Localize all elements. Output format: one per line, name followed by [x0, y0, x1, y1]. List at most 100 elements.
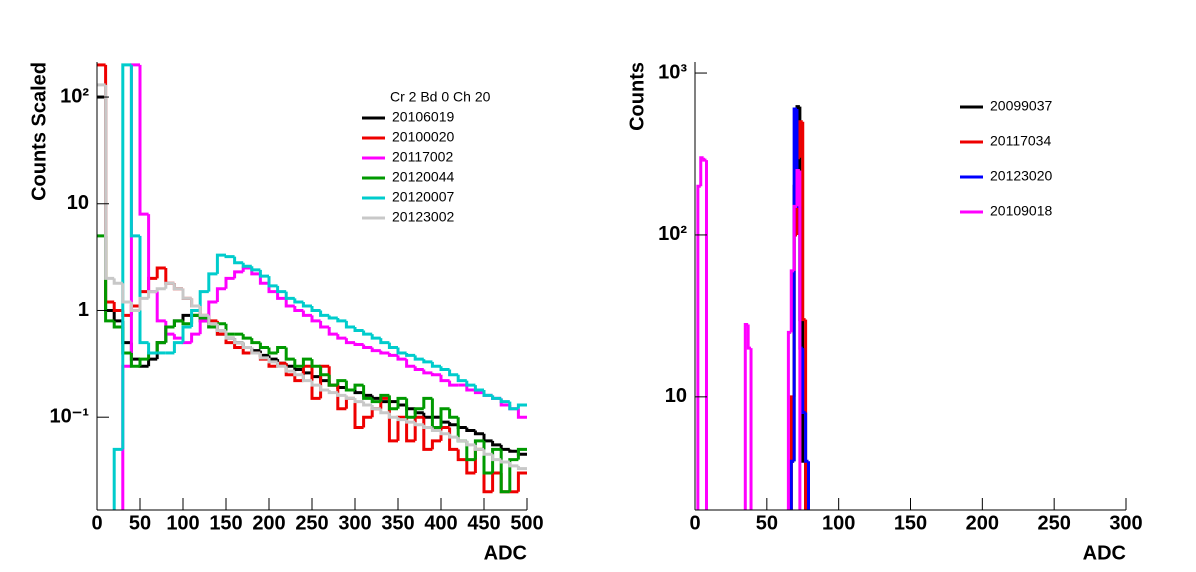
histogram-bin [319, 366, 330, 377]
histogram-bin [516, 408, 527, 419]
histogram-bin [353, 383, 364, 390]
histogram-bin [696, 184, 701, 510]
histogram-bin [516, 447, 527, 460]
histogram-bin [319, 310, 330, 317]
histogram-bin [138, 235, 149, 345]
histogram-bin [482, 449, 493, 456]
y-tick-label: 10² [60, 85, 89, 107]
histogram-bin [482, 433, 493, 443]
histogram-bin [215, 253, 226, 274]
histogram-bin [241, 347, 252, 355]
histogram-bin [473, 430, 484, 436]
histogram-bin [508, 401, 519, 411]
histogram-bin [310, 366, 321, 400]
x-tick-label: 0 [689, 512, 700, 534]
histogram-bin [379, 338, 390, 345]
histogram-bin [465, 427, 476, 433]
histogram-bin [516, 465, 527, 471]
histogram-bin [293, 298, 304, 304]
histogram-bin [430, 361, 441, 368]
histogram-bin [181, 325, 192, 343]
x-tick-label: 250 [1037, 512, 1070, 534]
histogram-bin [795, 169, 800, 207]
histogram-bin [215, 323, 226, 332]
histogram-bin [241, 262, 252, 268]
histogram-bin [743, 322, 749, 510]
legend-label: 20099037 [990, 98, 1053, 114]
histogram-bin [405, 398, 416, 419]
histogram-bin [439, 407, 450, 428]
histogram-bin [379, 408, 390, 415]
histogram-bin [319, 385, 330, 392]
histogram-bin [155, 341, 166, 353]
histogram-bin [112, 302, 123, 312]
histogram-bin [448, 369, 459, 377]
histogram-bin [258, 269, 269, 278]
histogram-bin [267, 276, 278, 288]
histogram-bin [801, 121, 806, 322]
histogram-bin [301, 310, 312, 317]
histogram-bin [138, 64, 149, 216]
histogram-bin [405, 359, 416, 368]
histogram-bin [198, 319, 209, 335]
x-tick-label: 100 [822, 512, 855, 534]
histogram-bin [362, 344, 373, 349]
histogram-bin [804, 319, 808, 510]
histogram-bin [508, 449, 519, 453]
histogram-bin [172, 341, 183, 353]
histogram-bin [190, 298, 201, 308]
plot-area [696, 105, 810, 510]
histogram-bin [353, 327, 364, 332]
histogram-bin [241, 334, 252, 340]
histogram-bin [370, 347, 381, 353]
histogram-bin [702, 157, 707, 162]
histogram-bin [370, 334, 381, 340]
histogram-bin [344, 338, 355, 345]
histogram-bin [138, 296, 149, 311]
histogram-bin [465, 440, 476, 462]
histogram-bin [422, 359, 433, 364]
legend-label: 20117002 [392, 149, 453, 165]
histogram-bin [155, 291, 166, 323]
histogram-bin [207, 272, 218, 292]
histogram-bin [465, 385, 476, 392]
histogram-bin [491, 447, 502, 473]
histogram-bin [310, 380, 321, 387]
histogram-bin [293, 374, 304, 383]
histogram-bin [327, 389, 338, 395]
x-tick-label: 200 [252, 512, 285, 534]
histogram-bin [284, 291, 295, 300]
histogram-bin [147, 214, 158, 294]
histogram-bin [121, 63, 132, 450]
histogram-bin [439, 366, 450, 371]
histogram-bin [233, 270, 244, 279]
legend-label: 20109018 [990, 203, 1053, 219]
y-tick-label: 10⁻¹ [50, 405, 90, 427]
histogram-bin [499, 398, 510, 404]
histogram-bin [172, 319, 183, 328]
histogram-bin [172, 283, 183, 291]
histogram-bin [801, 348, 806, 415]
histogram-bin [362, 401, 373, 407]
histogram-bin [482, 389, 493, 397]
x-tick-label: 250 [295, 512, 328, 534]
plot-area [97, 63, 527, 510]
histogram-bin [258, 352, 269, 360]
histogram-bin [129, 64, 140, 238]
histogram-bin [250, 338, 261, 345]
histogram-bin [448, 380, 459, 387]
x-tick-label: 100 [166, 512, 199, 534]
histogram-bin [336, 318, 347, 323]
histogram-bin [319, 320, 330, 329]
histogram-bin [405, 417, 416, 443]
x-tick-label: 150 [894, 512, 927, 534]
y-tick-label: 10 [665, 385, 687, 407]
histogram-bin [370, 405, 381, 411]
histogram-bin [121, 283, 132, 304]
histogram-bin [129, 352, 140, 368]
legend-label: 20123002 [392, 209, 455, 225]
histogram-bin [181, 320, 192, 326]
histogram-bin [704, 160, 708, 510]
histogram-bin [293, 371, 304, 377]
histogram-bin [422, 396, 433, 409]
